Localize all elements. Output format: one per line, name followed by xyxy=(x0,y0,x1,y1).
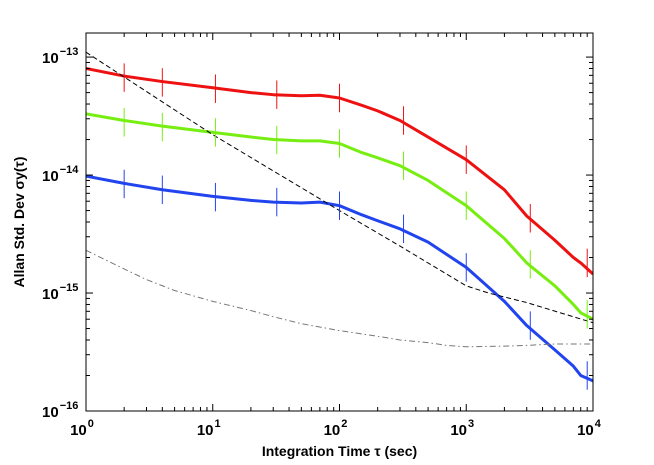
tick-layer xyxy=(85,33,594,412)
series-gray-dashdot xyxy=(86,249,593,348)
x-tick-label: 103 xyxy=(450,418,474,439)
y-tick-labels: 10−16 10−15 10−14 10−13 xyxy=(42,46,79,421)
series-red xyxy=(86,67,593,276)
x-tick-label: 102 xyxy=(324,418,348,439)
series-layer xyxy=(86,51,593,383)
x-axis-title: Integration Time τ (sec) xyxy=(262,443,417,459)
y-axis-title: Allan Std. Dev σy(τ) xyxy=(11,157,27,288)
y-tick-label: 10−16 xyxy=(42,400,78,421)
x-tick-label: 100 xyxy=(70,418,94,439)
y-tick-label: 10−13 xyxy=(42,46,78,67)
series-blue xyxy=(86,174,593,383)
x-tick-labels: 100 101 102 103 104 xyxy=(70,418,602,439)
x-tick-label: 101 xyxy=(197,418,221,439)
y-tick-label: 10−14 xyxy=(42,164,79,185)
series-green xyxy=(86,112,593,321)
errorbar-layer xyxy=(123,63,588,390)
x-tick-label: 104 xyxy=(577,418,602,439)
y-tick-label: 10−15 xyxy=(42,282,78,303)
